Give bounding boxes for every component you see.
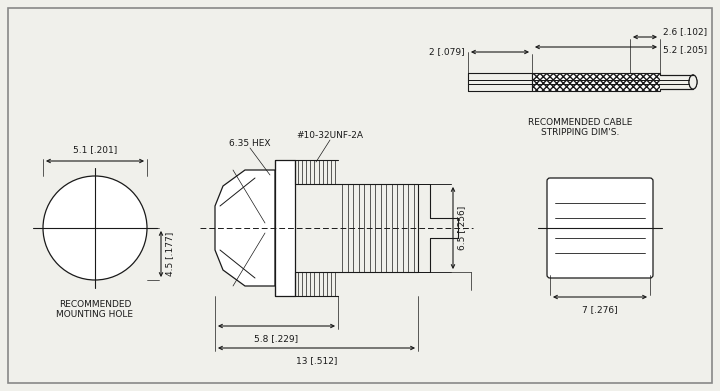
Text: 2 [.079]: 2 [.079]	[429, 47, 465, 57]
FancyBboxPatch shape	[547, 178, 653, 278]
Bar	[532, 73, 660, 91]
Text: 5.2 [.205]: 5.2 [.205]	[663, 45, 707, 54]
Text: 13 [.512]: 13 [.512]	[296, 356, 337, 365]
Polygon shape	[215, 170, 275, 286]
Ellipse shape	[689, 75, 697, 89]
Text: 2.6 [.102]: 2.6 [.102]	[663, 27, 707, 36]
Text: RECOMMENDED CABLE
STRIPPING DIM'S.: RECOMMENDED CABLE STRIPPING DIM'S.	[528, 118, 632, 137]
Ellipse shape	[689, 75, 697, 89]
Bar	[660, 75, 688, 89]
Text: RECOMMENDED
MOUNTING HOLE: RECOMMENDED MOUNTING HOLE	[56, 300, 133, 319]
Text: 7 [.276]: 7 [.276]	[582, 305, 618, 314]
Text: 5.1 [.201]: 5.1 [.201]	[73, 145, 117, 154]
Bar	[275, 160, 295, 296]
Text: 6.35 HEX: 6.35 HEX	[229, 139, 271, 148]
Text: 6.5 [.256]: 6.5 [.256]	[457, 206, 466, 250]
Bar	[532, 73, 660, 91]
Circle shape	[43, 176, 147, 280]
Text: 5.8 [.229]: 5.8 [.229]	[254, 334, 299, 343]
Text: 4.5 [.177]: 4.5 [.177]	[165, 232, 174, 276]
Text: #10-32UNF-2A: #10-32UNF-2A	[297, 131, 364, 140]
